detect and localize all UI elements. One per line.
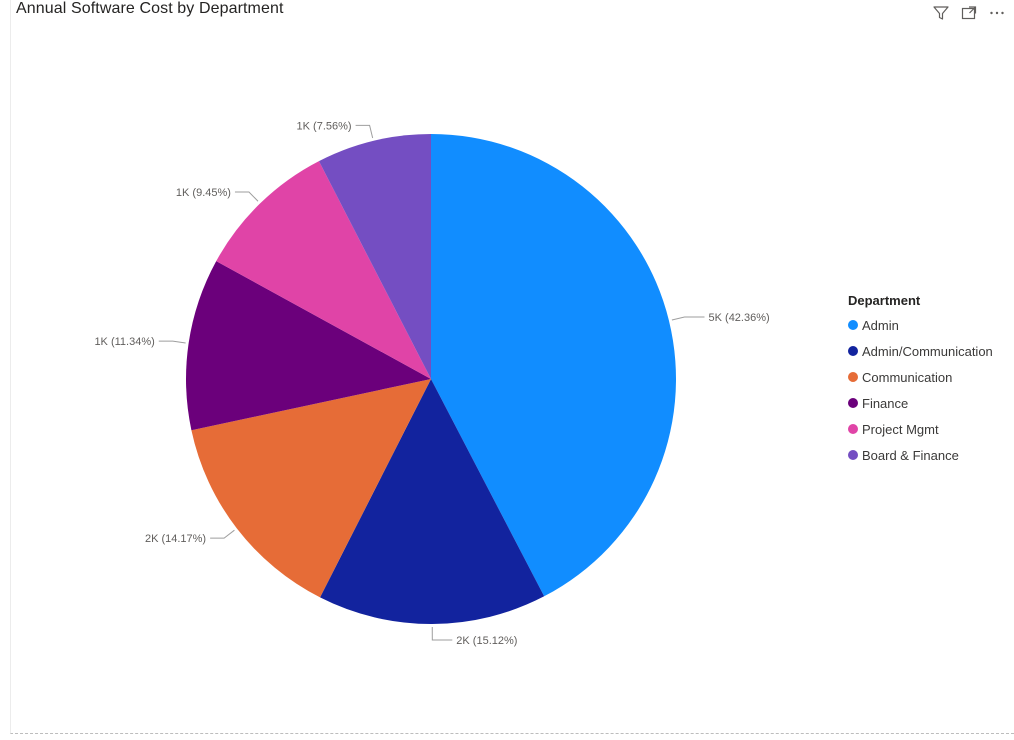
- legend-label: Communication: [862, 369, 953, 385]
- legend-label: Admin: [862, 317, 899, 333]
- pie-slice-communication[interactable]: [191, 379, 431, 598]
- legend-item[interactable]: Project Mgmt: [848, 416, 993, 442]
- legend-title: Department: [848, 293, 921, 308]
- legend-label: Project Mgmt: [862, 421, 939, 437]
- data-label: 5K (42.36%): [709, 312, 770, 324]
- pie-chart: 5K (42.36%) 2K (15.12%) 2K (14.17%) 1K (11.…: [94, 120, 770, 647]
- legend-item[interactable]: Finance: [848, 390, 993, 416]
- legend: Department Admin Admin/Communication Commu…: [848, 293, 993, 468]
- focus-mode-icon[interactable]: [960, 4, 978, 22]
- legend-color-dot: [848, 346, 858, 356]
- pie-slice-admin-communication[interactable]: [320, 379, 545, 624]
- pie-slice-project-mgmt[interactable]: [216, 161, 431, 379]
- leader-line: [355, 124, 374, 139]
- legend-item[interactable]: Admin: [848, 312, 993, 338]
- legend-label: Admin/Communication: [862, 343, 993, 359]
- data-label: 2K (15.12%): [456, 635, 517, 647]
- legend-label: Finance: [862, 395, 909, 411]
- legend-color-dot: [848, 424, 858, 434]
- legend-item[interactable]: Communication: [848, 364, 993, 390]
- chart-title: Annual Software Cost by Department: [16, 0, 284, 17]
- visual-container: [10, 0, 1014, 734]
- legend-item[interactable]: Board & Finance: [848, 442, 993, 468]
- data-label: 2K (14.17%): [145, 533, 206, 545]
- legend-color-dot: [848, 320, 858, 330]
- leader-line: [158, 340, 186, 344]
- filter-icon[interactable]: [932, 4, 950, 22]
- pie-slice-finance[interactable]: [186, 261, 431, 431]
- leader-line: [234, 191, 259, 202]
- more-options-icon[interactable]: [988, 4, 1006, 22]
- data-label: 1K (11.34%): [94, 336, 154, 348]
- pie-slice-board-finance[interactable]: [318, 134, 431, 379]
- data-label: 1K (7.56%): [297, 120, 352, 132]
- visual-header-toolbar: [932, 4, 1006, 22]
- leader-line: [671, 316, 705, 321]
- legend-color-dot: [848, 398, 858, 408]
- legend-color-dot: [848, 450, 858, 460]
- leader-line: [210, 529, 235, 539]
- pie-slice-admin[interactable]: [431, 134, 676, 597]
- data-label: 1K (9.45%): [176, 187, 231, 199]
- leader-line: [431, 626, 453, 641]
- legend-item[interactable]: Admin/Communication: [848, 338, 993, 364]
- legend-color-dot: [848, 372, 858, 382]
- legend-label: Board & Finance: [862, 447, 959, 463]
